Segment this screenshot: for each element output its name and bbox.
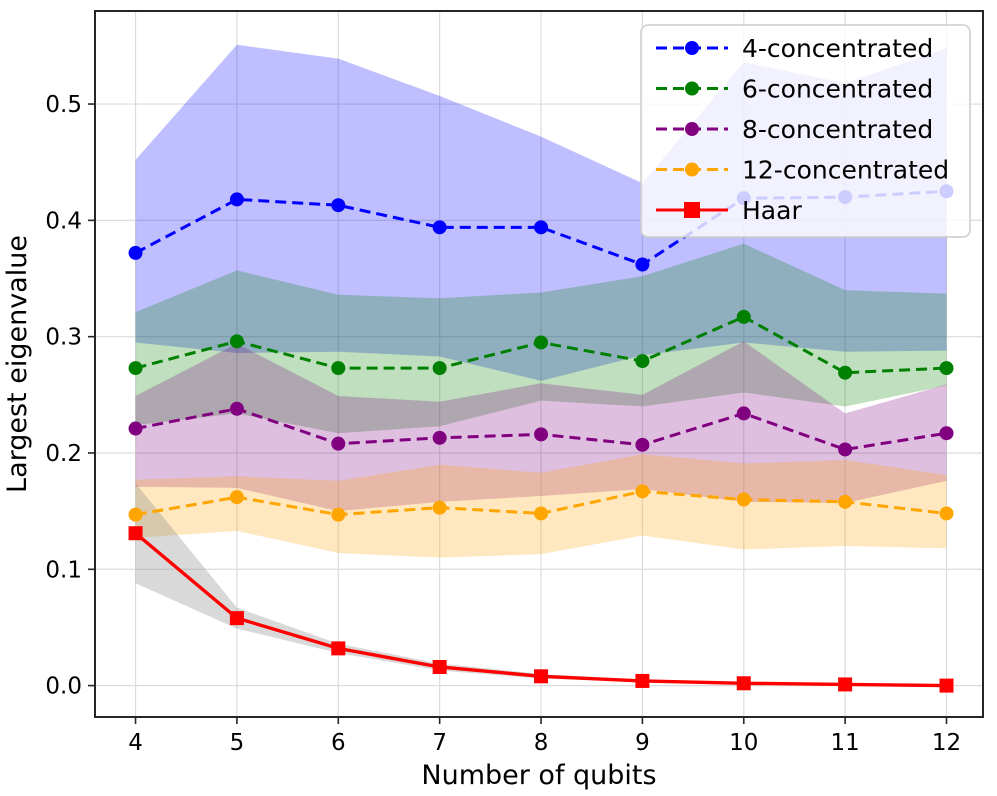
legend-item-8-concentrated: 8-concentrated [656, 115, 933, 144]
x-tick-label: 7 [432, 730, 447, 756]
marker-8-concentrated [229, 401, 244, 416]
x-tick-label: 10 [729, 730, 758, 756]
marker-12-concentrated [939, 506, 954, 521]
marker-6-concentrated [432, 361, 447, 376]
marker-12-concentrated [128, 507, 143, 522]
marker-12-concentrated [635, 484, 650, 499]
marker-6-concentrated [229, 334, 244, 349]
marker-12-concentrated [229, 490, 244, 505]
marker-4-concentrated [331, 198, 346, 213]
marker-4-concentrated [128, 245, 143, 260]
marker-4-concentrated [635, 257, 650, 272]
marker-Haar [736, 676, 751, 691]
y-tick-label: 0.3 [45, 325, 82, 351]
legend-item-12-concentrated: 12-concentrated [656, 156, 949, 185]
marker-4-concentrated [534, 220, 549, 235]
x-tick-label: 4 [128, 730, 143, 756]
plot-border [94, 10, 984, 718]
marker-8-concentrated [331, 436, 346, 451]
marker-6-concentrated [635, 354, 650, 369]
x-axis-label: Number of qubits [421, 760, 656, 791]
legend-label: 8-concentrated [742, 115, 933, 144]
marker-6-concentrated [736, 309, 751, 324]
x-tick-label: 6 [331, 730, 346, 756]
marker-6-concentrated [534, 335, 549, 350]
legend-label: 4-concentrated [742, 34, 933, 63]
marker-6-concentrated [939, 361, 954, 376]
legend-marker-circle [685, 41, 699, 55]
legend-marker-circle [685, 81, 699, 96]
y-axis-label: Largest eigenvalue [2, 235, 33, 493]
legend-marker-square [684, 202, 700, 218]
legend-box [640, 24, 971, 238]
marker-Haar [838, 677, 853, 692]
legend-label: Haar [742, 196, 802, 225]
marker-8-concentrated [736, 406, 751, 421]
marker-4-concentrated [229, 192, 244, 207]
marker-12-concentrated [838, 494, 853, 509]
y-tick-label: 0.0 [45, 674, 82, 700]
legend-item-Haar: Haar [656, 196, 802, 225]
legend: 4-concentrated 6-concentrated 8-concentrat… [640, 24, 971, 238]
marker-8-concentrated [939, 426, 954, 441]
marker-Haar [229, 611, 244, 626]
series-8-concentrated [128, 401, 954, 457]
marker-Haar [432, 659, 447, 674]
marker-6-concentrated [838, 365, 853, 380]
marker-Haar [534, 669, 549, 684]
marker-8-concentrated [128, 421, 143, 436]
marker-12-concentrated [331, 507, 346, 522]
marker-12-concentrated [736, 492, 751, 507]
y-tick-label: 0.4 [45, 208, 82, 234]
legend-label: 6-concentrated [742, 75, 933, 104]
marker-Haar [939, 678, 954, 693]
y-tick-label: 0.1 [45, 557, 82, 583]
marker-12-concentrated [534, 506, 549, 521]
marker-8-concentrated [838, 442, 853, 457]
marker-8-concentrated [534, 427, 549, 442]
marker-8-concentrated [635, 437, 650, 452]
y-tick-label: 0.2 [45, 441, 82, 467]
x-tick-label: 9 [635, 730, 650, 756]
marker-4-concentrated [432, 220, 447, 235]
marker-Haar [128, 526, 143, 541]
legend-item-4-concentrated: 4-concentrated [656, 34, 933, 63]
marker-12-concentrated [432, 500, 447, 515]
series-Haar [128, 526, 954, 693]
band-8-concentrated [135, 341, 947, 512]
legend-marker-circle [685, 162, 699, 177]
legend-item-6-concentrated: 6-concentrated [656, 75, 933, 104]
legend-marker-circle [685, 122, 699, 136]
legend-label: 12-concentrated [742, 156, 949, 185]
marker-6-concentrated [331, 361, 346, 376]
x-tick-label: 12 [932, 730, 961, 756]
ticks: 4 5 6 7 8 9 10 11 12 0.0 0.1 0.2 0.3 0.4 0.5 [45, 92, 961, 756]
x-tick-label: 8 [534, 730, 549, 756]
marker-8-concentrated [432, 430, 447, 445]
marker-Haar [635, 673, 650, 688]
band-12-concentrated [135, 454, 947, 558]
series-12-concentrated [128, 484, 954, 522]
marker-6-concentrated [128, 361, 143, 376]
x-tick-label: 5 [230, 730, 245, 756]
marker-Haar [331, 641, 346, 656]
x-tick-label: 11 [830, 730, 859, 756]
y-tick-label: 0.5 [45, 92, 82, 118]
series-6-concentrated [128, 309, 954, 380]
